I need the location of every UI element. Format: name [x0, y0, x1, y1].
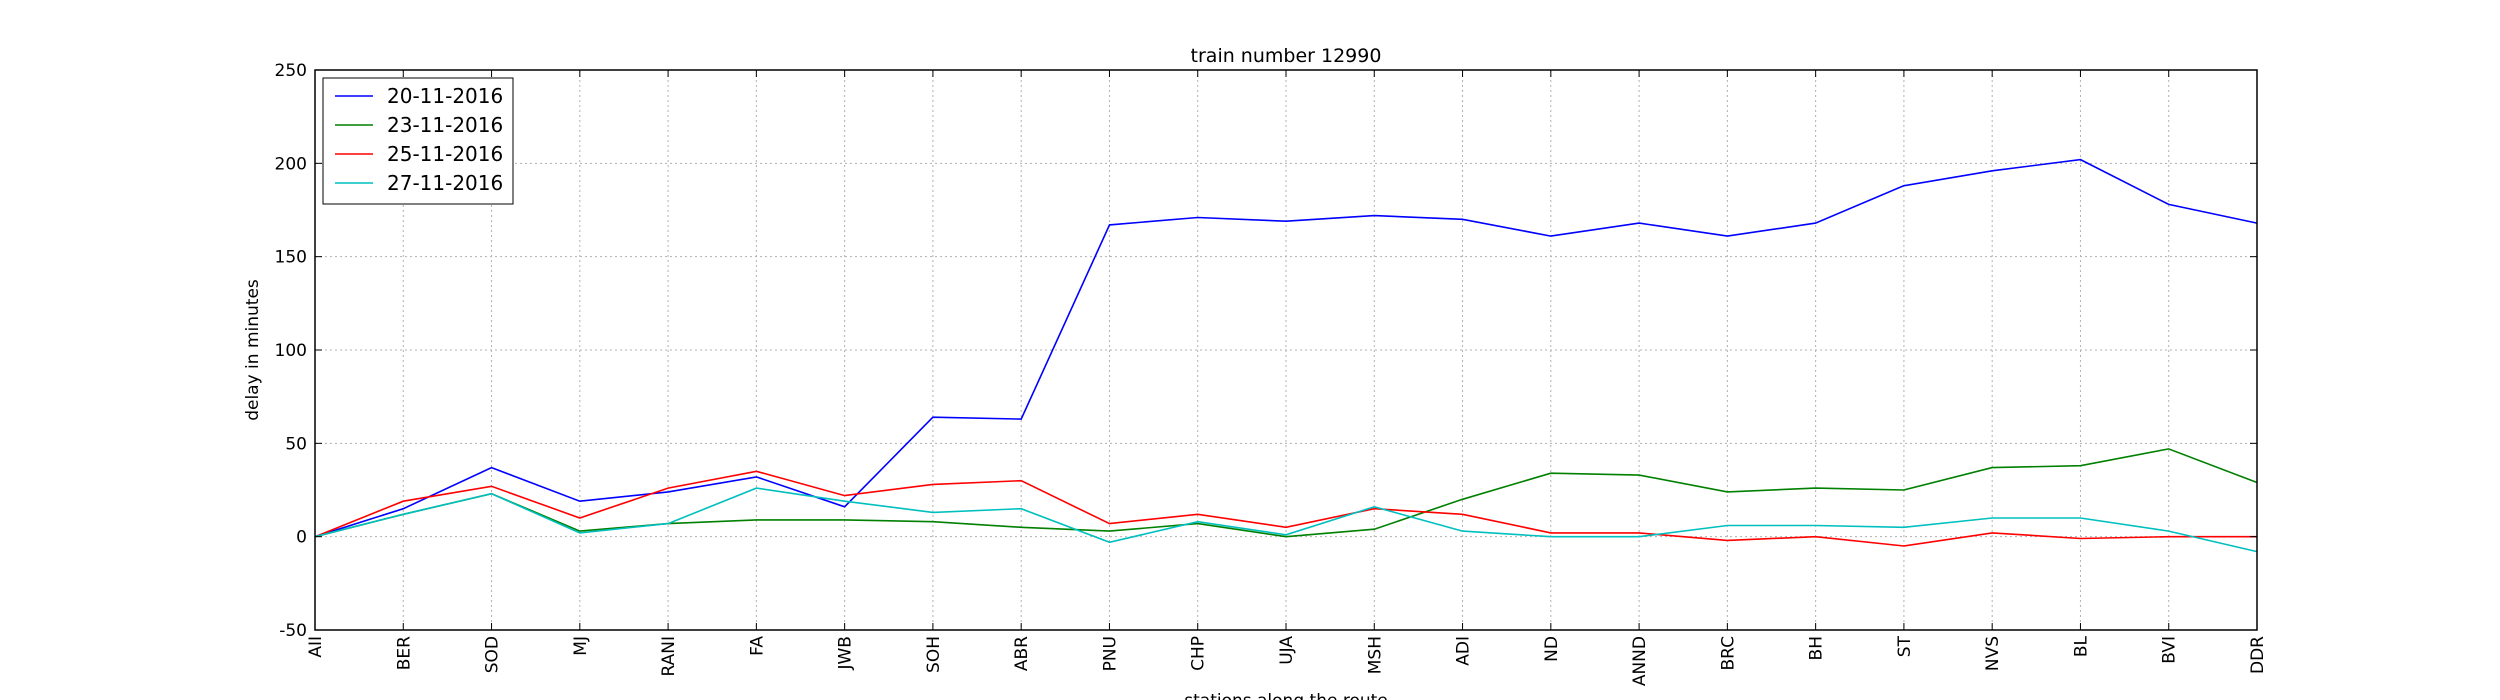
x-tick-label: SOD	[483, 636, 503, 673]
series-line-2	[314, 448, 2258, 538]
x-tick-label: BRC	[1718, 636, 1738, 671]
x-axis-ticks: AII BER SOD MJ RANI FA JWB SOH ABR PNU CHP UJA MSH AD…	[306, 70, 2268, 686]
x-tick-label: ABR	[1012, 636, 1032, 671]
legend-label: 25-11-2016	[387, 142, 503, 166]
chart-title: train number 12990	[1191, 45, 1382, 67]
x-tick-label: NVS	[1983, 636, 2003, 671]
y-tick-label: -50	[279, 621, 307, 641]
x-axis-label: stations along the route	[1184, 691, 1388, 700]
y-axis-label: delay in minutes	[243, 279, 263, 421]
x-tick-label: ND	[1542, 636, 1562, 662]
y-tick-label: 50	[285, 434, 307, 454]
x-tick-label: BH	[1807, 636, 1827, 660]
x-tick-label: SOH	[924, 636, 944, 673]
x-tick-label: JWB	[836, 636, 856, 671]
x-tick-label: DDR	[2248, 636, 2268, 674]
series-line-4	[314, 487, 2258, 553]
x-tick-label: PNU	[1100, 636, 1120, 671]
y-tick-label: 200	[275, 154, 307, 174]
legend-label: 27-11-2016	[387, 171, 503, 195]
series-lines	[314, 158, 2258, 553]
x-tick-label: BVI	[2160, 636, 2180, 664]
x-tick-label: ST	[1895, 635, 1915, 657]
x-tick-label: FA	[747, 636, 767, 656]
y-axis-ticks: -50 0 50 100 150 200 250	[275, 61, 2257, 641]
y-tick-label: 150	[275, 248, 307, 268]
x-tick-label: RANI	[659, 636, 679, 676]
series-line-3	[314, 470, 2257, 547]
legend-label: 23-11-2016	[387, 113, 503, 137]
y-tick-label: 250	[275, 61, 307, 81]
legend-label: 20-11-2016	[387, 84, 503, 108]
x-tick-label: ADI	[1454, 636, 1474, 666]
y-tick-label: 100	[275, 341, 307, 361]
y-tick-label: 0	[296, 528, 307, 548]
series-line-1	[314, 158, 2258, 538]
legend: 20-11-2016 23-11-2016 25-11-2016 27-11-2016	[322, 77, 514, 205]
x-tick-label: BL	[2071, 635, 2091, 657]
x-tick-label: CHP	[1189, 636, 1209, 671]
x-tick-label: MSH	[1365, 636, 1385, 674]
x-tick-label: AII	[306, 636, 326, 658]
x-tick-label: UJA	[1277, 636, 1297, 665]
grid-lines	[314, 69, 2258, 631]
x-tick-label: ANND	[1630, 636, 1650, 686]
x-tick-label: BER	[394, 636, 414, 670]
x-tick-label: MJ	[571, 636, 591, 656]
